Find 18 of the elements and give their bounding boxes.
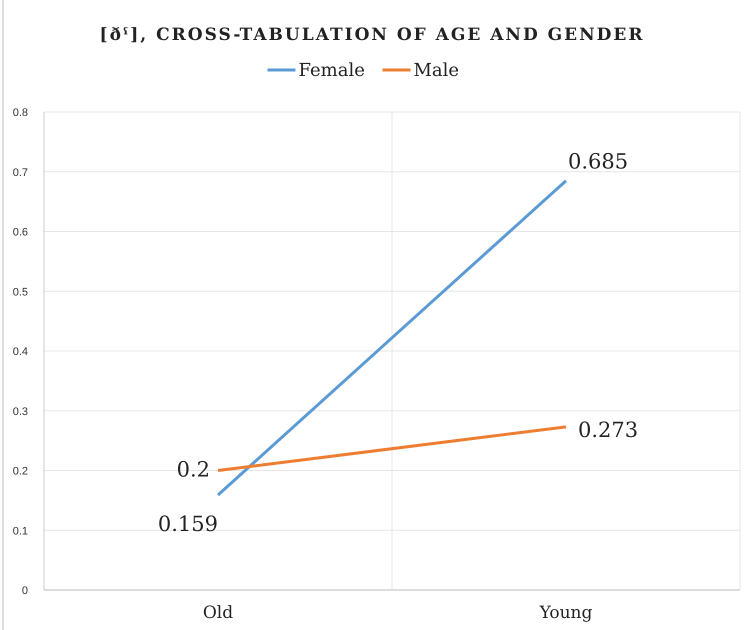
data-label: 0.273 bbox=[578, 418, 638, 442]
y-tick-label: 0.6 bbox=[12, 226, 28, 238]
y-tick-label: 0.8 bbox=[12, 107, 28, 119]
y-tick-label: 0.3 bbox=[12, 406, 28, 418]
y-tick-label: 0 bbox=[22, 585, 28, 597]
y-tick-label: 0.5 bbox=[12, 286, 28, 298]
legend-label: Female bbox=[298, 60, 365, 81]
x-tick-label: Old bbox=[202, 603, 234, 623]
legend-label: Male bbox=[414, 60, 460, 81]
y-tick-label: 0.4 bbox=[12, 346, 28, 358]
data-label: 0.159 bbox=[158, 512, 218, 536]
y-tick-label: 0.7 bbox=[12, 166, 28, 179]
chart-title: [ðˤ], CROSS-TABULATION OF AGE AND GENDER bbox=[100, 25, 644, 45]
x-tick-label: Young bbox=[538, 603, 592, 623]
y-tick-label: 0.1 bbox=[12, 525, 28, 538]
data-label: 0.2 bbox=[176, 458, 210, 482]
data-label: 0.685 bbox=[568, 150, 628, 174]
y-tick-label: 0.2 bbox=[12, 466, 28, 478]
